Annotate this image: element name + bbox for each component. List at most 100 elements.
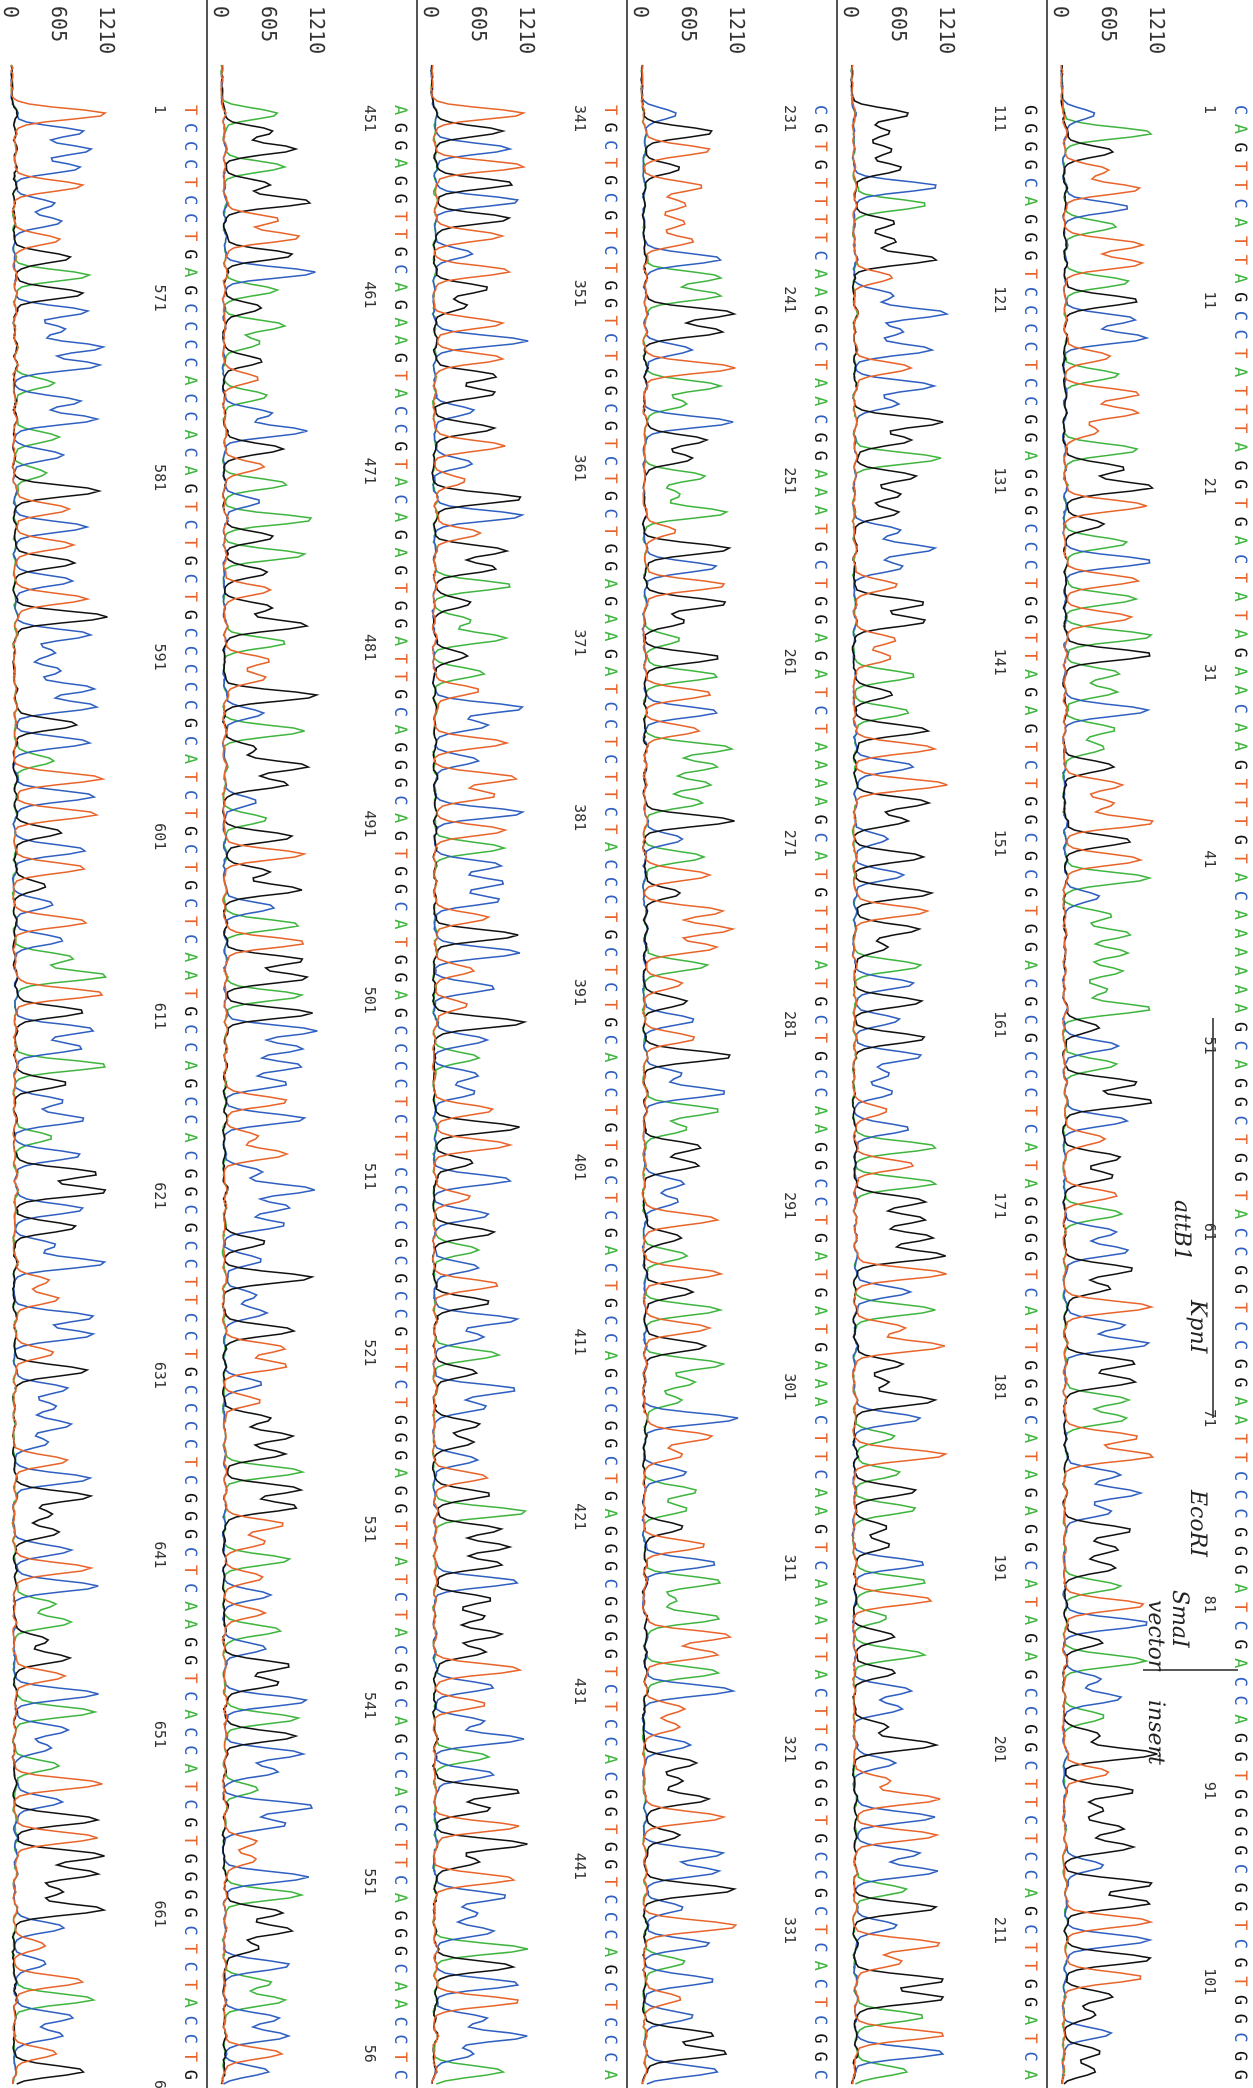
position-number: 11 <box>1201 291 1219 309</box>
position-number: 261 <box>781 649 799 676</box>
position-number: 21 <box>1201 478 1219 496</box>
trace <box>10 64 108 2084</box>
axis-label: 605 <box>257 6 281 42</box>
position-number: 31 <box>1201 664 1219 682</box>
position-number: 1 <box>1201 105 1219 114</box>
position-number: 541 <box>361 1692 379 1719</box>
trace <box>850 64 942 2085</box>
handwritten-notes: attB1 KpnI EcoRI SmaI vector insert <box>1143 1018 1238 1765</box>
position-number: 161 <box>991 1011 1009 1038</box>
position-number: 511 <box>361 1163 379 1190</box>
position-number: 81 <box>1201 1596 1219 1614</box>
position-number: 631 <box>151 1362 169 1389</box>
position-number: 481 <box>361 634 379 661</box>
position-number: 491 <box>361 810 379 837</box>
sequence: CAGTTCATTAGCCTATTTAGGTGACTATAGAACAAGTTTG… <box>1230 105 1250 2080</box>
axis-label: 0 <box>419 6 443 18</box>
position-number: 91 <box>1201 1782 1219 1800</box>
position-number: 461 <box>361 281 379 308</box>
position-number: 411 <box>571 1328 589 1355</box>
position-number: 181 <box>991 1373 1009 1400</box>
position-number: 651 <box>151 1721 169 1748</box>
position-number: 171 <box>991 1192 1009 1219</box>
trace <box>1060 64 1155 2085</box>
sequence: TGCTGCGTCTGGTCTGGCGTCTGCTGGAGAAGATCCTCTT… <box>600 105 620 2080</box>
position-number: 611 <box>151 1003 169 1030</box>
sequence: AGGAGGTTGCAGAAGTACCGTACAGAGTGGATTGCAGGGC… <box>390 105 410 2080</box>
annotation: insert <box>1143 1700 1168 1765</box>
position-number: 621 <box>151 1182 169 1209</box>
position-number: 71 <box>1201 1409 1219 1427</box>
panel: 1210 605 0 TGCTGCGTCTGGTCTGGCGTCTGCTGGAGAAG… <box>416 0 620 2088</box>
position-number: 291 <box>781 1192 799 1219</box>
position-number: 331 <box>781 1917 799 1944</box>
position-number: 271 <box>781 830 799 857</box>
position-number: 111 <box>991 105 1009 132</box>
trace <box>850 64 950 2085</box>
position-number: 56 <box>361 2045 379 2063</box>
axis-label: 0 <box>1049 6 1073 18</box>
position-number: 371 <box>571 629 589 656</box>
position-number: 131 <box>991 467 1009 494</box>
panel: 1210 605 0 GGGGCAGGGTCCCCTCCGGAGGGCCCTGGTTA… <box>836 0 1040 2088</box>
position-number: 521 <box>361 1339 379 1366</box>
position-number: 361 <box>571 455 589 482</box>
annotation: KpnI <box>1185 1299 1210 1355</box>
panel: 1210 605 0 TCCCTCCTGAGCCCCACCACAGTCTGCTGCCC… <box>0 6 200 2088</box>
position-number: 471 <box>361 458 379 485</box>
annotation: vector <box>1143 1600 1168 1672</box>
position-number: 551 <box>361 1868 379 1895</box>
position-number: 201 <box>991 1736 1009 1763</box>
position-number: 121 <box>991 286 1009 313</box>
position-number: 451 <box>361 105 379 132</box>
position-number: 281 <box>781 1011 799 1038</box>
trace <box>430 64 527 2085</box>
axis-label: 1210 <box>95 6 119 54</box>
axis-label: 605 <box>677 6 701 42</box>
trace <box>430 64 529 2085</box>
sequence: TCCCTCCTGAGCCCCACCACAGTCTGCTGCCCCCGCATCT… <box>180 105 200 2080</box>
position-number: 301 <box>781 1373 799 1400</box>
panel: 1210 605 0 AGGAGGTTGCAGAAGTACCGTACAGAGTGGAT… <box>206 0 410 2088</box>
position-number: 501 <box>361 987 379 1014</box>
position-number: 531 <box>361 1516 379 1543</box>
axis-label: 1210 <box>515 6 539 54</box>
position-number: 601 <box>151 823 169 850</box>
position-number: 571 <box>151 285 169 312</box>
position-number: 641 <box>151 1541 169 1568</box>
axis-label: 1210 <box>935 6 959 54</box>
axis-label: 605 <box>47 6 71 42</box>
trace <box>1060 64 1158 2085</box>
position-number: 231 <box>781 105 799 132</box>
position-number: 591 <box>151 644 169 671</box>
position-number: 191 <box>991 1555 1009 1582</box>
position-number: 671 <box>151 2080 169 2088</box>
position-number: 41 <box>1201 850 1219 868</box>
trace <box>640 64 738 2084</box>
axis-label: 0 <box>209 6 233 18</box>
axis-label: 0 <box>0 6 23 18</box>
position-number: 581 <box>151 464 169 491</box>
position-number: 441 <box>571 1853 589 1880</box>
position-number: 241 <box>781 286 799 313</box>
trace <box>640 64 738 2085</box>
axis-label: 605 <box>467 6 491 42</box>
position-number: 151 <box>991 830 1009 857</box>
position-number: 251 <box>781 467 799 494</box>
sequence: CGTGTTTTCAAGGCTAACGGAAATGCTGGAGATCTAAAAG… <box>810 105 830 2080</box>
axis-label: 605 <box>1097 6 1121 42</box>
panel: 1210 605 0 CAGTTCATTAGCCTATTTAGGTGACTATAGAA… <box>1046 0 1250 2088</box>
position-number: 381 <box>571 804 589 831</box>
position-number: 51 <box>1201 1037 1219 1055</box>
position-number: 401 <box>571 1154 589 1181</box>
axis-label: 1210 <box>305 6 329 54</box>
position-number: 141 <box>991 649 1009 676</box>
position-number: 311 <box>781 1555 799 1582</box>
sequence: GGGGCAGGGTCCCCTCCGGAGGGCCCTGGTTAGAGTCTGG… <box>1020 105 1040 2080</box>
position-number: 341 <box>571 105 589 132</box>
trace <box>220 64 318 2085</box>
trace <box>220 64 308 2085</box>
position-number: 431 <box>571 1678 589 1705</box>
position-number: 61 <box>1201 1223 1219 1241</box>
annotation: attB1 <box>1169 1200 1194 1261</box>
